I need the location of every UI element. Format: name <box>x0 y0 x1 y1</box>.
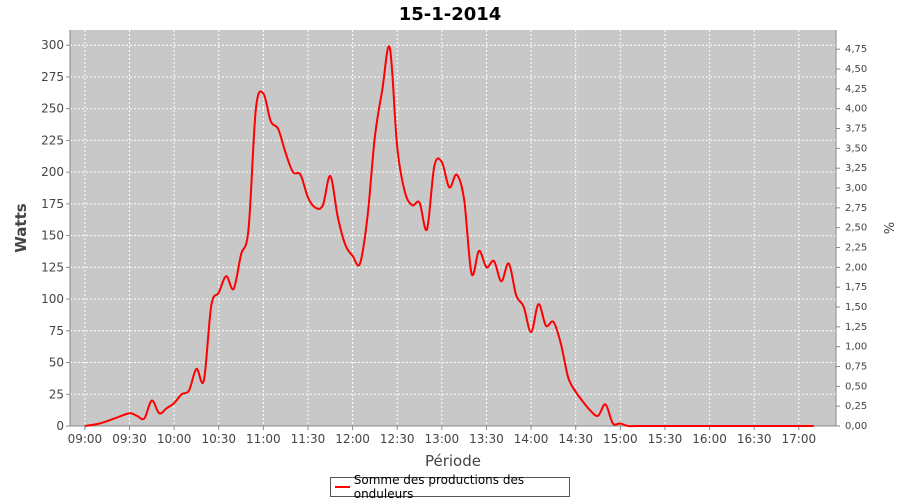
legend-label: Somme des productions des onduleurs <box>353 473 525 501</box>
y2-tick-label: 0,50 <box>845 381 867 392</box>
y-tick-label: 225 <box>41 133 64 147</box>
x-tick-label: 16:00 <box>692 432 727 446</box>
y-tick-label: 200 <box>41 165 64 179</box>
x-tick-label: 13:00 <box>425 432 460 446</box>
x-tick-label: 09:30 <box>112 432 147 446</box>
y2-tick-label: 2,25 <box>845 243 867 254</box>
x-tick-label: 12:30 <box>380 432 415 446</box>
y-tick-label: 100 <box>41 292 64 306</box>
x-tick-label: 15:00 <box>603 432 638 446</box>
y-tick-label: 50 <box>49 356 64 370</box>
y-tick-label: 300 <box>41 38 64 52</box>
y2-tick-label: 3,25 <box>845 163 867 174</box>
y2-tick-label: 3,00 <box>845 183 867 194</box>
y-tick-label: 175 <box>41 197 64 211</box>
chart-title: 15-1-2014 <box>398 4 502 25</box>
y2-tick-label: 0,25 <box>845 401 867 412</box>
legend-swatch <box>335 486 350 488</box>
x-tick-label: 11:30 <box>291 432 326 446</box>
y2-tick-label: 0,00 <box>845 421 867 432</box>
x-tick-label: 12:00 <box>335 432 370 446</box>
x-axis-label: Période <box>425 452 481 470</box>
y2-tick-label: 4,75 <box>845 44 867 55</box>
plot-area <box>70 30 836 426</box>
y-tick-label: 125 <box>41 260 64 274</box>
y-axis-ticks: 0 25 50 75 100 125 150 175 200 225 250 275 300 <box>41 38 70 433</box>
x-tick-label: 17:00 <box>782 432 817 446</box>
x-tick-label: 13:30 <box>469 432 504 446</box>
y2-tick-label: 0,75 <box>845 362 867 373</box>
x-tick-label: 14:00 <box>514 432 549 446</box>
y2-tick-label: 1,50 <box>845 302 867 313</box>
y2-tick-label: 2,50 <box>845 223 867 234</box>
x-axis-ticks: 09:00 09:30 10:00 10:30 11:00 11:30 12:00 12:30… <box>68 30 837 446</box>
y-tick-label: 150 <box>41 229 64 243</box>
x-tick-label: 15:30 <box>648 432 683 446</box>
y2-tick-label: 1,00 <box>845 342 867 353</box>
series-line-production <box>84 45 814 428</box>
x-tick-label: 14:30 <box>558 432 593 446</box>
y2-tick-label: 4,00 <box>845 104 867 115</box>
y2-tick-label: 3,50 <box>845 143 867 154</box>
y-axis-label: Watts <box>12 203 30 252</box>
gridlines <box>70 30 836 427</box>
y-tick-label: 25 <box>49 387 64 401</box>
y2-tick-label: 1,25 <box>845 322 867 333</box>
y2-axis-ticks: 0,00 0,25 0,50 0,75 1,00 1,25 1,50 1,75 2,00 2,25… <box>836 44 867 432</box>
y2-tick-label: 1,75 <box>845 282 867 293</box>
x-tick-label: 11:00 <box>246 432 281 446</box>
y2-tick-label: 4,25 <box>845 84 867 95</box>
y-tick-label: 75 <box>49 324 64 338</box>
y2-tick-label: 3,75 <box>845 124 867 135</box>
y2-tick-label: 2,00 <box>845 262 867 273</box>
y-tick-label: 0 <box>56 419 64 433</box>
x-tick-label: 16:30 <box>737 432 772 446</box>
y-tick-label: 275 <box>41 70 64 84</box>
x-tick-label: 10:00 <box>157 432 192 446</box>
x-tick-label: 10:30 <box>201 432 236 446</box>
y-tick-label: 250 <box>41 102 64 116</box>
y2-tick-label: 2,75 <box>845 203 867 214</box>
y2-tick-label: 4,50 <box>845 64 867 75</box>
legend: Somme des productions des onduleurs <box>330 473 570 501</box>
y2-axis-label: % <box>880 222 895 234</box>
x-tick-label: 09:00 <box>68 432 103 446</box>
